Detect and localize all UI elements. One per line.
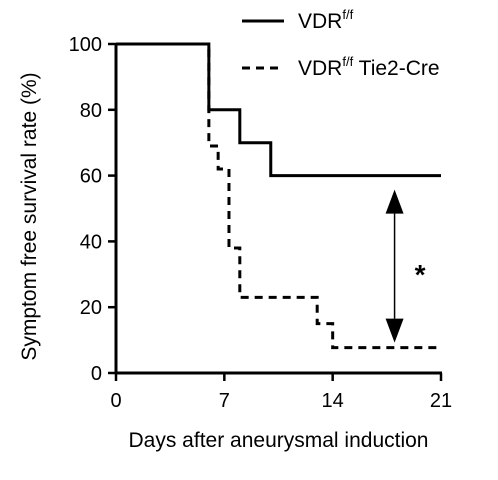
legend: VDRf/f VDRf/f Tie2-Cre bbox=[242, 7, 440, 80]
series-layer bbox=[116, 42, 441, 350]
significance-arrow-head-up bbox=[385, 189, 404, 214]
x-tick-label-2: 14 bbox=[322, 390, 344, 412]
axes: 0 20 40 60 80 100 0 7 14 21 bbox=[69, 34, 453, 412]
y-tick-label-2: 40 bbox=[80, 231, 102, 253]
x-axis-title: Days after aneurysmal induction bbox=[129, 429, 429, 452]
significance-arrow-head-down bbox=[385, 318, 404, 343]
series-2-line bbox=[116, 42, 441, 350]
y-tick-label-1: 20 bbox=[80, 297, 102, 319]
x-tick-label-0: 0 bbox=[110, 390, 121, 412]
legend-label-2: VDRf/f Tie2-Cre bbox=[298, 54, 440, 80]
y-tick-label-5: 100 bbox=[69, 34, 102, 56]
x-tick-label-1: 7 bbox=[219, 390, 230, 412]
y-axis-title: Symptom free survival rate (%) bbox=[18, 72, 41, 360]
x-tick-label-3: 21 bbox=[430, 390, 452, 412]
annotation-layer: * bbox=[385, 189, 426, 343]
legend-label-1: VDRf/f bbox=[298, 7, 354, 33]
y-tick-label-4: 80 bbox=[80, 100, 102, 122]
y-tick-label-3: 60 bbox=[80, 166, 102, 188]
y-tick-label-0: 0 bbox=[91, 363, 102, 385]
significance-asterisk: * bbox=[415, 259, 426, 290]
